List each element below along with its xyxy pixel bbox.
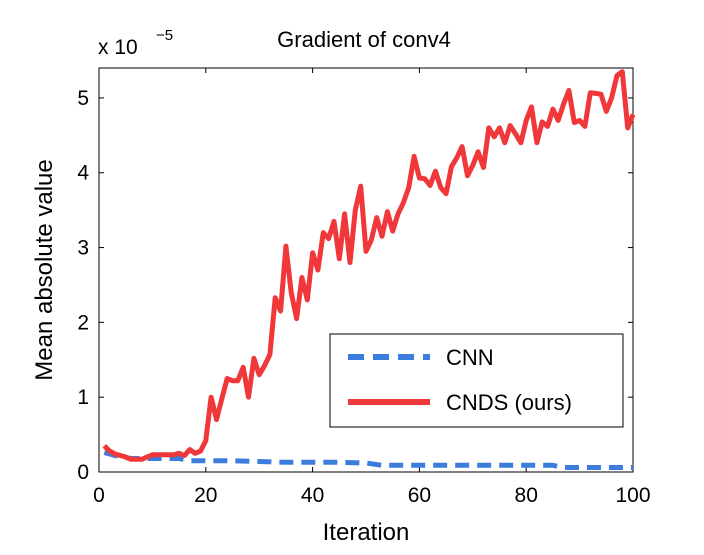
y-tick-label: 4 bbox=[77, 162, 89, 185]
legend-box bbox=[329, 333, 624, 428]
y-tick-label: 1 bbox=[77, 386, 89, 409]
y-tick-label: 2 bbox=[77, 311, 89, 334]
series-line-cnn bbox=[103, 450, 633, 470]
x-tick-label: 0 bbox=[93, 484, 105, 507]
plot-frame bbox=[98, 67, 634, 473]
x-tick-label: 100 bbox=[615, 484, 650, 507]
x-axis-ticks: 0 20 40 60 80 100 bbox=[93, 68, 651, 507]
x-tick-label: 40 bbox=[301, 484, 324, 507]
x-tick-label: 60 bbox=[408, 484, 431, 507]
legend: CNN CNDS (ours) bbox=[329, 333, 624, 428]
series-layer bbox=[102, 69, 636, 470]
y-multiplier-exponent: −5 bbox=[156, 27, 173, 44]
series-line-cnds bbox=[102, 69, 636, 462]
y-tick-label: 3 bbox=[77, 237, 89, 260]
chart-title: Gradient of conv4 bbox=[277, 27, 451, 52]
y-tick-label: 0 bbox=[77, 461, 89, 484]
legend-label-cnn: CNN bbox=[446, 345, 494, 370]
x-tick-label: 80 bbox=[515, 484, 538, 507]
x-tick-label: 20 bbox=[194, 484, 217, 507]
y-axis-label: Mean absolute value bbox=[31, 159, 58, 380]
x-axis-label: Iteration bbox=[323, 519, 410, 546]
y-multiplier-base: x 10 bbox=[98, 36, 138, 59]
y-axis-multiplier: x 10 −5 bbox=[98, 27, 173, 59]
y-axis-ticks: 0 1 2 3 4 5 bbox=[77, 87, 633, 484]
y-tick-label: 5 bbox=[77, 87, 89, 110]
legend-label-cnds: CNDS (ours) bbox=[446, 390, 572, 415]
